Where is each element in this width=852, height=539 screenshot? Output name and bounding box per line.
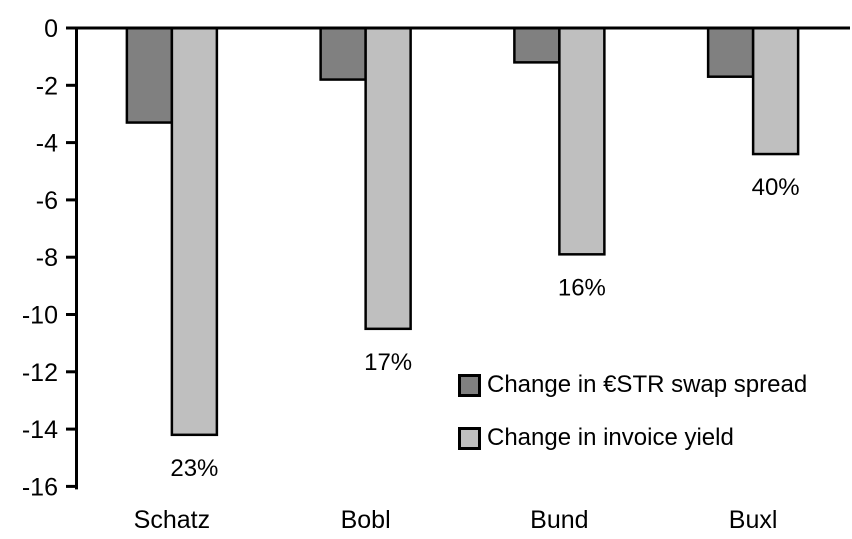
y-tick-label: -14 xyxy=(22,416,58,444)
legend-swatch-invoice-yield xyxy=(458,426,481,450)
y-tick-label: -12 xyxy=(22,359,58,387)
x-axis-label-schatz: Schatz xyxy=(134,506,210,534)
bar-swap-spread-buxl xyxy=(706,26,755,78)
legend-label-swap-spread: Change in €STR swap spread xyxy=(487,371,808,398)
y-tick-label: -16 xyxy=(22,473,58,501)
bar-invoice-yield-buxl xyxy=(751,26,800,156)
x-axis-label-buxl: Buxl xyxy=(729,506,778,534)
legend-item-invoice-yield: Change in invoice yield xyxy=(458,424,807,451)
bar-data-label-schatz: 23% xyxy=(170,455,218,482)
bar-invoice-yield-bund xyxy=(558,26,606,256)
bar-invoice-yield-bobl xyxy=(364,26,412,331)
bar-data-label-buxl: 40% xyxy=(752,174,800,201)
y-tick-label: -2 xyxy=(36,72,58,100)
bar-invoice-yield-schatz xyxy=(170,26,219,437)
legend-swatch-swap-spread xyxy=(458,373,481,397)
chart-legend: Change in €STR swap spread Change in inv… xyxy=(458,371,808,451)
legend-label-invoice-yield: Change in invoice yield xyxy=(487,424,734,451)
y-tick-label: -6 xyxy=(36,187,58,215)
y-tick-label: -4 xyxy=(36,130,58,158)
bar-data-label-bund: 16% xyxy=(558,274,606,301)
legend-item-swap-spread: Change in €STR swap spread xyxy=(458,371,808,398)
bar-swap-spread-schatz xyxy=(125,26,174,124)
bar-swap-spread-bobl xyxy=(319,26,367,81)
bar-data-label-bobl: 17% xyxy=(364,349,412,376)
x-axis-label-bobl: Bobl xyxy=(341,506,391,534)
y-tick-label: -8 xyxy=(36,244,58,272)
y-tick-label: 0 xyxy=(44,15,58,43)
x-axis-label-bund: Bund xyxy=(530,506,588,534)
y-tick-label: -10 xyxy=(22,302,58,330)
bar-swap-spread-bund xyxy=(513,26,561,64)
